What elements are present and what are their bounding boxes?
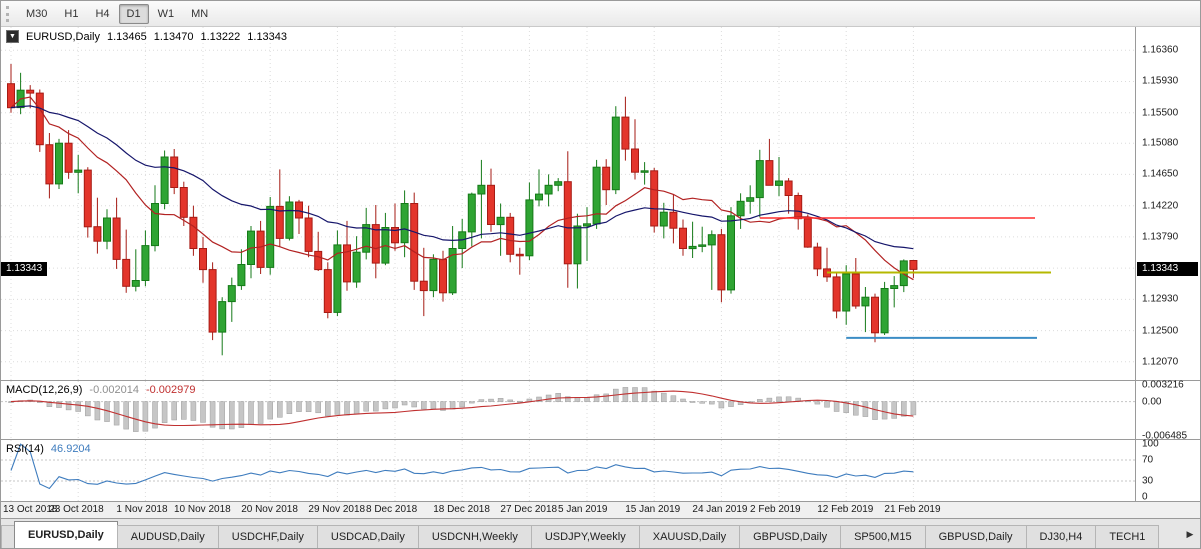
tab-stub — [1, 525, 15, 548]
rsi-axis-label: 30 — [1142, 475, 1154, 487]
symbol-dropdown-icon[interactable]: ▼ — [6, 30, 19, 43]
ohlc-close-value: 1.13343 — [247, 30, 288, 43]
macd-signal-value: -0.002979 — [145, 384, 196, 396]
rsi-panel: RSI(14) 46.9204 100 70 30 0 — [1, 438, 1200, 503]
ohlc-high-value: 1.13470 — [153, 30, 194, 43]
time-axis-label: 2 Feb 2019 — [750, 504, 801, 515]
tab-usdcad-daily[interactable]: USDCAD,Daily — [316, 525, 419, 548]
ohlc-low-value: 1.13222 — [200, 30, 241, 43]
timeframe-button-d1[interactable]: D1 — [118, 3, 149, 24]
timeframe-toolbar: M30 H1 H4 D1 W1 MN — [1, 1, 1200, 27]
tab-xauusd-daily[interactable]: XAUUSD,Daily — [638, 525, 741, 548]
timeframe-button-h4[interactable]: H4 — [95, 7, 110, 20]
rsi-plot[interactable]: RSI(14) 46.9204 — [1, 440, 1135, 501]
time-axis-label: 23 Oct 2018 — [49, 504, 104, 515]
price-plot[interactable]: ▼ EURUSD,Daily 1.13465 1.13470 1.13222 1… — [1, 27, 1135, 380]
timeframe-button-m30[interactable]: M30 — [26, 7, 48, 20]
rsi-value: 46.9204 — [50, 443, 91, 455]
timeframe-button-w1[interactable]: W1 — [157, 7, 175, 20]
time-axis-label: 21 Feb 2019 — [884, 504, 941, 515]
rsi-axis-label: 70 — [1142, 454, 1154, 466]
price-axis[interactable]: 1.13343 1.16360 1.15930 1.15500 1.15080 1.14… — [1135, 27, 1200, 380]
time-axis-label: 20 Nov 2018 — [241, 504, 298, 515]
ohlc-open-value: 1.13465 — [106, 30, 147, 43]
tabs-row: EURUSD,Daily AUDUSD,Daily USDCHF,Daily USDC… — [14, 521, 1200, 548]
time-axis-label: 8 Dec 2018 — [366, 504, 418, 515]
rsi-chart-canvas — [1, 440, 1135, 501]
tab-scroll-right-button[interactable]: ▶ — [1186, 529, 1194, 539]
price-axis-label: 1.16360 — [1142, 44, 1179, 56]
price-axis-label: 1.12070 — [1142, 356, 1179, 368]
tab-sp500-m15[interactable]: SP500,M15 — [840, 525, 926, 548]
rsi-label: RSI(14) 46.9204 — [6, 443, 91, 455]
chart-title: ▼ EURUSD,Daily 1.13465 1.13470 1.13222 1… — [6, 30, 287, 43]
macd-indicator-name: MACD(12,26,9) — [6, 384, 83, 396]
macd-main-value: -0.002014 — [89, 384, 139, 396]
tab-gbpusd-daily[interactable]: GBPUSD,Daily — [924, 525, 1027, 548]
rsi-axis-label: 0 — [1142, 491, 1148, 503]
rsi-indicator-name: RSI(14) — [6, 443, 44, 455]
macd-axis-label: 0.003216 — [1142, 379, 1184, 391]
macd-chart-canvas — [1, 381, 1135, 439]
tab-tech1[interactable]: TECH1 — [1095, 525, 1160, 548]
price-axis-label: 1.14650 — [1142, 168, 1179, 180]
current-price-box: 1.13343 — [1137, 262, 1198, 277]
tab-usdchf-daily[interactable]: USDCHF,Daily — [217, 525, 318, 548]
time-axis-label: 10 Nov 2018 — [174, 504, 231, 515]
toolbar-grip-icon — [6, 5, 11, 22]
chart-area: ▼ EURUSD,Daily 1.13465 1.13470 1.13222 1… — [1, 27, 1200, 519]
tab-usdcnh-weekly[interactable]: USDCNH,Weekly — [417, 525, 532, 548]
timeframe-toolbar-buttons: M30 H1 H4 D1 W1 MN — [18, 3, 217, 24]
macd-axis[interactable]: 0.003216 0.00 -0.006485 — [1135, 379, 1200, 442]
macd-axis-label: 0.00 — [1142, 396, 1162, 408]
time-axis-label: 29 Nov 2018 — [308, 504, 366, 515]
time-axis[interactable]: 13 Oct 2018 23 Oct 2018 1 Nov 2018 10 Nov 2… — [1, 502, 1200, 519]
price-axis-label: 1.15930 — [1142, 75, 1179, 87]
price-chart-canvas — [1, 27, 1135, 380]
time-axis-label: 24 Jan 2019 — [692, 504, 748, 515]
price-axis-label: 1.15080 — [1142, 137, 1179, 149]
current-price-badge-left: 1.13343 — [1, 262, 48, 277]
tab-gbpusd-daily[interactable]: GBPUSD,Daily — [739, 525, 842, 548]
macd-plot[interactable]: MACD(12,26,9) -0.002014 -0.002979 — [1, 381, 1135, 439]
timeframe-button-h1[interactable]: H1 — [64, 7, 79, 20]
price-axis-label: 1.12500 — [1142, 325, 1179, 337]
time-axis-label: 5 Jan 2019 — [558, 504, 608, 515]
price-axis-label: 1.14220 — [1142, 200, 1179, 212]
price-panel: ▼ EURUSD,Daily 1.13465 1.13470 1.13222 1… — [1, 27, 1200, 381]
time-axis-label: 15 Jan 2019 — [625, 504, 681, 515]
price-axis-label: 1.15500 — [1142, 107, 1179, 119]
macd-panel: MACD(12,26,9) -0.002014 -0.002979 0.0032… — [1, 379, 1200, 442]
rsi-axis-label: 100 — [1142, 438, 1159, 450]
macd-axis-label: -0.006485 — [1142, 430, 1188, 442]
chart-symbol-label: EURUSD,Daily — [26, 30, 100, 43]
time-axis-label: 18 Dec 2018 — [433, 504, 490, 515]
macd-label: MACD(12,26,9) -0.002014 -0.002979 — [6, 384, 196, 396]
tab-dj30-h4[interactable]: DJ30,H4 — [1025, 525, 1097, 548]
time-axis-label: 12 Feb 2019 — [817, 504, 874, 515]
time-axis-label: 27 Dec 2018 — [500, 504, 558, 515]
timeframe-button-mn[interactable]: MN — [191, 7, 209, 20]
time-axis-label: 13 Oct 2018 — [3, 504, 58, 515]
tab-eurusd-daily[interactable]: EURUSD,Daily — [14, 521, 118, 548]
chart-tabbar: EURUSD,Daily AUDUSD,Daily USDCHF,Daily USDC… — [1, 519, 1200, 548]
time-axis-label: 1 Nov 2018 — [116, 504, 168, 515]
price-axis-label: 1.12930 — [1142, 293, 1179, 305]
tab-usdjpy-weekly[interactable]: USDJPY,Weekly — [530, 525, 640, 548]
price-axis-label: 1.13790 — [1142, 231, 1179, 243]
tab-audusd-daily[interactable]: AUDUSD,Daily — [116, 525, 219, 548]
rsi-axis[interactable]: 100 70 30 0 — [1135, 438, 1200, 503]
